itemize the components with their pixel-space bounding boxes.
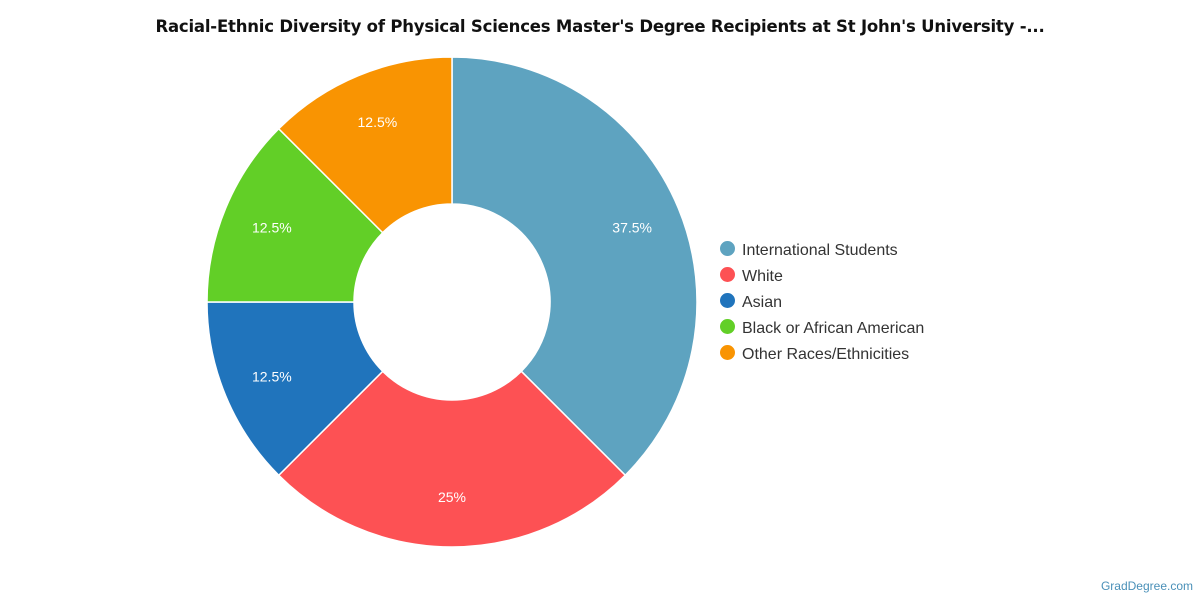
legend-label: Asian	[742, 294, 783, 311]
legend-label: White	[742, 268, 783, 285]
slice-label-international-students: 37.5%	[612, 219, 652, 235]
slice-label-asian: 12.5%	[252, 369, 292, 385]
legend-item-black-or-african-american[interactable]: Black or African American	[720, 318, 924, 344]
legend-swatch	[720, 241, 735, 257]
slice-asian[interactable]	[206, 301, 384, 477]
legend-label: Other Races/Ethnicities	[742, 346, 910, 363]
slice-label-other-races-ethnicities: 12.5%	[358, 114, 398, 130]
slice-label-black-or-african-american: 12.5%	[252, 219, 292, 235]
watermark-link[interactable]: GradDegree.com	[1100, 579, 1193, 593]
chart-legend: International Students White Asian Black or…	[720, 240, 924, 370]
legend-item-other-races-ethnicities[interactable]: Other Races/Ethnicities	[720, 344, 924, 370]
legend-swatch	[720, 345, 735, 361]
legend-swatch	[720, 319, 735, 335]
slice-black-or-african-american[interactable]	[206, 127, 384, 303]
legend-item-white[interactable]: White	[720, 266, 924, 292]
legend-swatch	[720, 293, 735, 309]
chart-title: Racial-Ethnic Diversity of Physical Scie…	[155, 17, 1045, 36]
legend-item-asian[interactable]: Asian	[720, 292, 924, 318]
slice-label-white: 25%	[438, 489, 466, 505]
slice-other-races-ethnicities[interactable]	[277, 56, 453, 234]
slice-international-students[interactable]	[451, 56, 698, 477]
legend-label: Black or African American	[742, 320, 925, 337]
legend-item-international-students[interactable]: International Students	[720, 240, 924, 266]
legend-label: International Students	[742, 242, 898, 259]
slice-white[interactable]	[277, 370, 627, 548]
legend-swatch	[720, 267, 735, 283]
